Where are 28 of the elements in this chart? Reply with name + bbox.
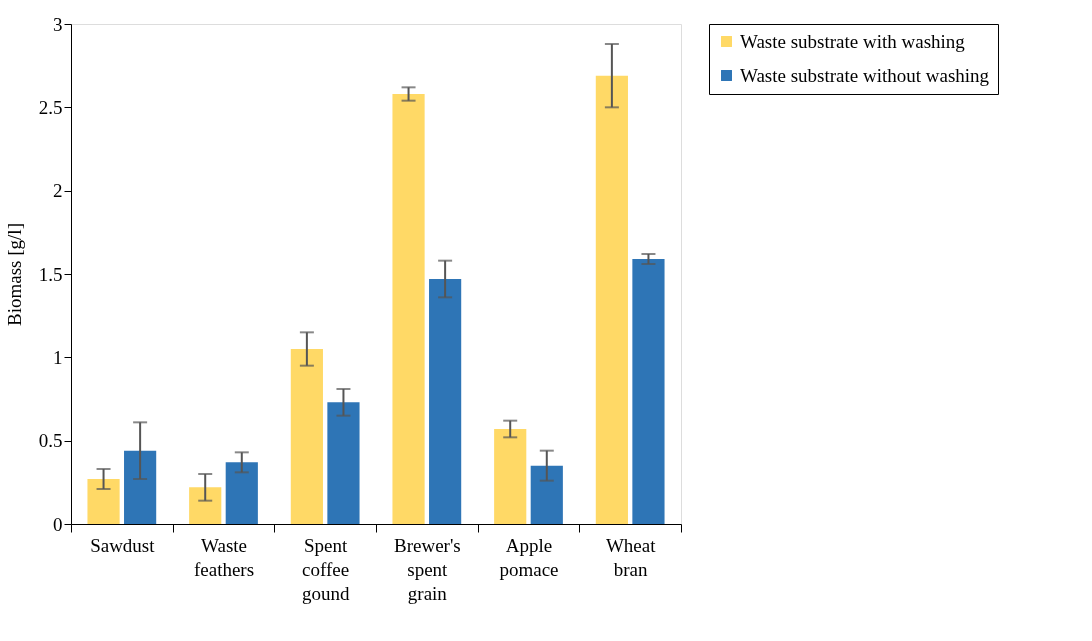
bar: [392, 94, 425, 524]
bar: [225, 462, 258, 524]
legend-label: Waste substrate without washing: [740, 64, 990, 86]
bar: [632, 259, 665, 524]
x-tick-label: Wheat bran: [605, 534, 657, 580]
y-tick-label: 1.5: [38, 263, 63, 285]
y-tick-label: 1: [53, 346, 63, 368]
x-tick-label: Apple pomace: [499, 534, 559, 580]
y-tick-label: 2.5: [38, 96, 63, 118]
x-tick-label: Sawdust: [90, 534, 156, 556]
y-tick-label: 0.5: [38, 430, 63, 452]
bar: [124, 450, 157, 524]
bar: [290, 349, 323, 524]
legend-label: Waste substrate with washing: [740, 30, 966, 52]
y-axis-title: Biomass [g/l]: [3, 223, 25, 326]
bar: [429, 279, 462, 524]
bar: [530, 465, 563, 524]
bar: [494, 429, 527, 524]
y-tick-label: 0: [53, 513, 63, 535]
x-tick-label: Brewer's spent grain: [393, 534, 461, 604]
y-tick-label: 3: [53, 13, 63, 35]
y-tick-label: 2: [53, 180, 63, 202]
x-tick-label: Spent coffee gound: [301, 534, 350, 604]
bar: [595, 75, 628, 524]
bar: [327, 402, 360, 524]
bar: [189, 487, 222, 524]
x-tick-label: Waste feathers: [193, 534, 255, 580]
bar: [87, 479, 120, 524]
